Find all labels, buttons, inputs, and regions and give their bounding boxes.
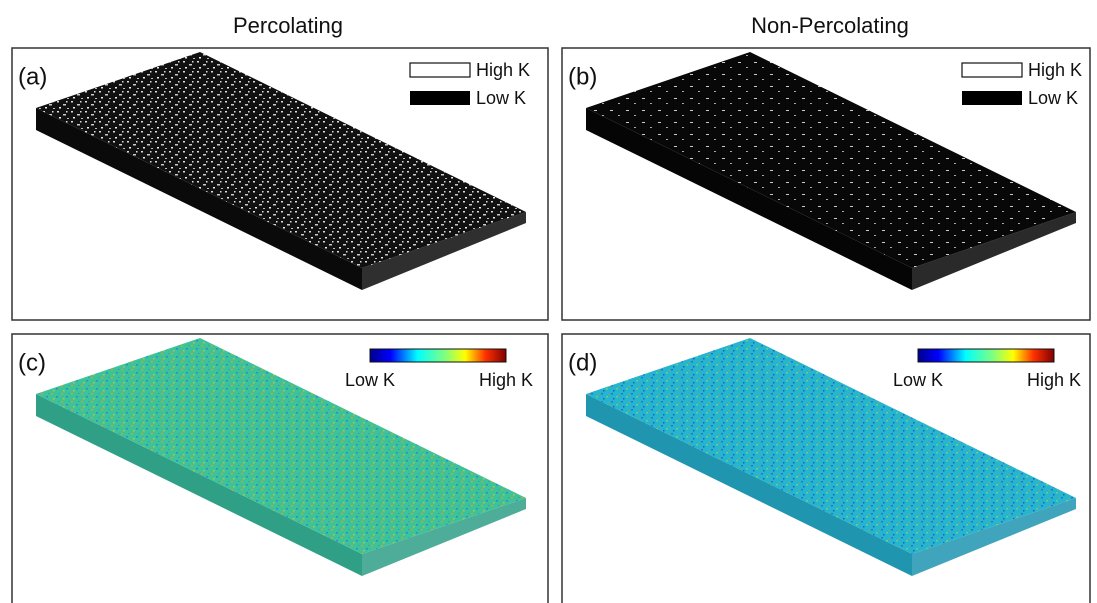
legend-swatch <box>962 91 1022 105</box>
slab-side <box>586 394 912 576</box>
legend-label: Low K <box>476 88 526 108</box>
legend-label: High K <box>476 60 530 80</box>
panel-frame <box>11 333 549 603</box>
legend-swatch <box>410 91 470 105</box>
slab-side <box>912 212 1076 290</box>
slab-side <box>586 108 912 290</box>
colorbar-label: High K <box>479 370 533 390</box>
slab-side <box>362 212 526 290</box>
slab-top <box>36 52 526 268</box>
column-title: Non-Percolating <box>751 13 909 38</box>
panel-frame <box>11 47 549 321</box>
panel-label: (a) <box>18 63 47 90</box>
slab-top <box>36 338 526 554</box>
panel-label: (d) <box>568 349 597 376</box>
colorbar-label: Low K <box>893 370 943 390</box>
legend-swatch <box>409 62 471 78</box>
legend-label: High K <box>1028 60 1082 80</box>
panel-frame <box>561 47 1091 321</box>
panel-frame <box>561 333 1091 603</box>
panel-label: (b) <box>568 63 597 90</box>
colorbar <box>369 348 507 363</box>
colorbar-label: High K <box>1027 370 1081 390</box>
colorbar-label: Low K <box>345 370 395 390</box>
slab-side <box>36 108 362 290</box>
column-title: Percolating <box>233 13 343 38</box>
slab-side <box>36 394 362 576</box>
slab-top <box>586 338 1076 554</box>
slab-side <box>362 498 526 576</box>
legend-swatch <box>961 62 1023 78</box>
colorbar <box>917 348 1055 363</box>
panel-label: (c) <box>18 349 46 376</box>
legend-label: Low K <box>1028 88 1078 108</box>
slab-side <box>912 498 1076 576</box>
slab-top <box>586 52 1076 268</box>
